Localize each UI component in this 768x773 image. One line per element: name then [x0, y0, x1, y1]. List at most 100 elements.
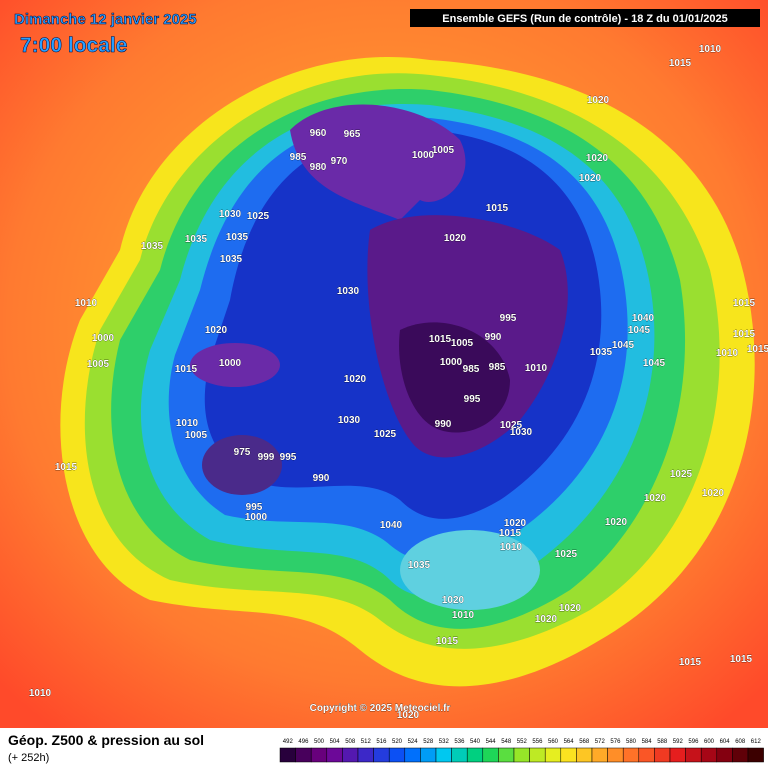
scale-label: 516 [376, 739, 387, 745]
scale-label: 564 [564, 739, 575, 745]
scale-swatch [326, 747, 343, 763]
footer-lead: (+ 252h) [8, 752, 49, 764]
pressure-label: 1015 [747, 344, 768, 355]
scale-swatch [498, 747, 515, 763]
pressure-label: 1000 [412, 150, 435, 161]
pressure-label: 1020 [586, 153, 609, 164]
scale-label: 576 [610, 739, 621, 745]
pressure-label: 1025 [247, 211, 270, 222]
scale-swatch [295, 747, 312, 763]
scale-label: 520 [392, 739, 403, 745]
footer-title: Géop. Z500 & pression au sol [8, 732, 204, 748]
scale-label: 588 [657, 739, 668, 745]
scale-swatch [654, 747, 671, 763]
scale-swatch [466, 747, 484, 763]
scale-label: 500 [314, 739, 325, 745]
scale-swatch [700, 747, 718, 763]
pressure-label: 1000 [440, 357, 463, 368]
pressure-label: 1020 [205, 325, 228, 336]
scale-label: 572 [595, 739, 606, 745]
pressure-label: 1045 [643, 358, 666, 369]
scale-swatch [420, 747, 437, 763]
pressure-label: 1000 [219, 358, 242, 369]
scale-swatch [544, 747, 562, 763]
pressure-label: 1015 [429, 334, 452, 345]
pressure-label: 1005 [451, 338, 474, 349]
pressure-label: 1015 [175, 364, 198, 375]
scale-label: 508 [345, 739, 356, 745]
scale-swatch [435, 747, 452, 763]
scale-label: 568 [579, 739, 590, 745]
map-field [0, 0, 768, 728]
pressure-label: 1035 [226, 232, 249, 243]
pressure-label: 1025 [500, 420, 523, 431]
scale-swatch [388, 747, 406, 763]
pressure-label: 1045 [628, 325, 651, 336]
pressure-label: 1030 [338, 415, 361, 426]
scale-swatch [357, 747, 374, 763]
scale-swatch [747, 747, 764, 763]
pressure-label: 1010 [75, 298, 98, 309]
pressure-label: 1045 [612, 340, 635, 351]
pressure-label: 1005 [87, 359, 110, 370]
pressure-label: 960 [310, 128, 327, 139]
pressure-label: 1005 [432, 145, 455, 156]
pressure-label: 1000 [245, 512, 268, 523]
pressure-label: 1010 [525, 363, 548, 374]
pressure-label: 1015 [669, 58, 692, 69]
scale-swatch [529, 747, 546, 763]
copyright: Copyright © 2025 Meteociel.fr [310, 703, 451, 714]
scale-label: 560 [548, 739, 559, 745]
scale-swatch [310, 747, 328, 763]
pressure-label: 1015 [730, 654, 753, 665]
pressure-label: 1035 [220, 254, 243, 265]
pressure-label: 985 [489, 362, 506, 373]
scale-label: 528 [423, 739, 434, 745]
pressure-label: 1025 [670, 469, 693, 480]
pressure-label: 1020 [344, 374, 367, 385]
pressure-label: 1020 [587, 95, 610, 106]
pressure-label: 1010 [500, 542, 523, 553]
pressure-label: 1015 [55, 462, 78, 473]
pressure-label: 1000 [92, 333, 115, 344]
pressure-label: 990 [435, 419, 452, 430]
scale-label: 604 [720, 739, 731, 745]
pressure-label: 1035 [141, 241, 164, 252]
scale-swatch [373, 747, 390, 763]
pressure-label: 1015 [436, 636, 459, 647]
scale-swatch [576, 747, 593, 763]
scale-label: 596 [688, 739, 699, 745]
scale-label: 580 [626, 739, 637, 745]
date: Dimanche 12 janvier 2025 [14, 11, 197, 28]
pressure-label: 1020 [504, 518, 527, 529]
pressure-label: 975 [234, 447, 251, 458]
pressure-label: 1010 [452, 610, 475, 621]
scale-label: 504 [330, 739, 341, 745]
run-banner [410, 9, 760, 27]
pressure-label: 1005 [185, 430, 208, 441]
scale-swatch [607, 747, 624, 763]
scale-swatch [560, 747, 577, 763]
pressure-label: 1030 [510, 427, 533, 438]
scale-swatch [716, 747, 733, 763]
pressure-label: 1015 [679, 657, 702, 668]
pressure-label: 1020 [644, 493, 667, 504]
scale-swatch [482, 747, 499, 763]
pressure-label: 1020 [397, 710, 420, 721]
scale-label: 540 [470, 739, 481, 745]
pressure-label: 1010 [29, 688, 52, 699]
pressure-label: 1010 [699, 44, 722, 55]
scale-swatch [342, 747, 359, 763]
pressure-label: 1025 [374, 429, 397, 440]
scale-label: 544 [486, 739, 497, 745]
color-scale: 492 496 500 504 508 512 516 520 524 528 532 536 540 5… [279, 739, 764, 763]
pressure-label: 1015 [499, 528, 522, 539]
scale-label: 584 [642, 739, 653, 745]
pressure-label: 1015 [733, 329, 756, 340]
pressure-label: 1015 [486, 203, 509, 214]
scale-label: 600 [704, 739, 715, 745]
scale-swatch [638, 747, 655, 763]
pressure-label: 1035 [185, 234, 208, 245]
pressure-label: 985 [463, 364, 480, 375]
